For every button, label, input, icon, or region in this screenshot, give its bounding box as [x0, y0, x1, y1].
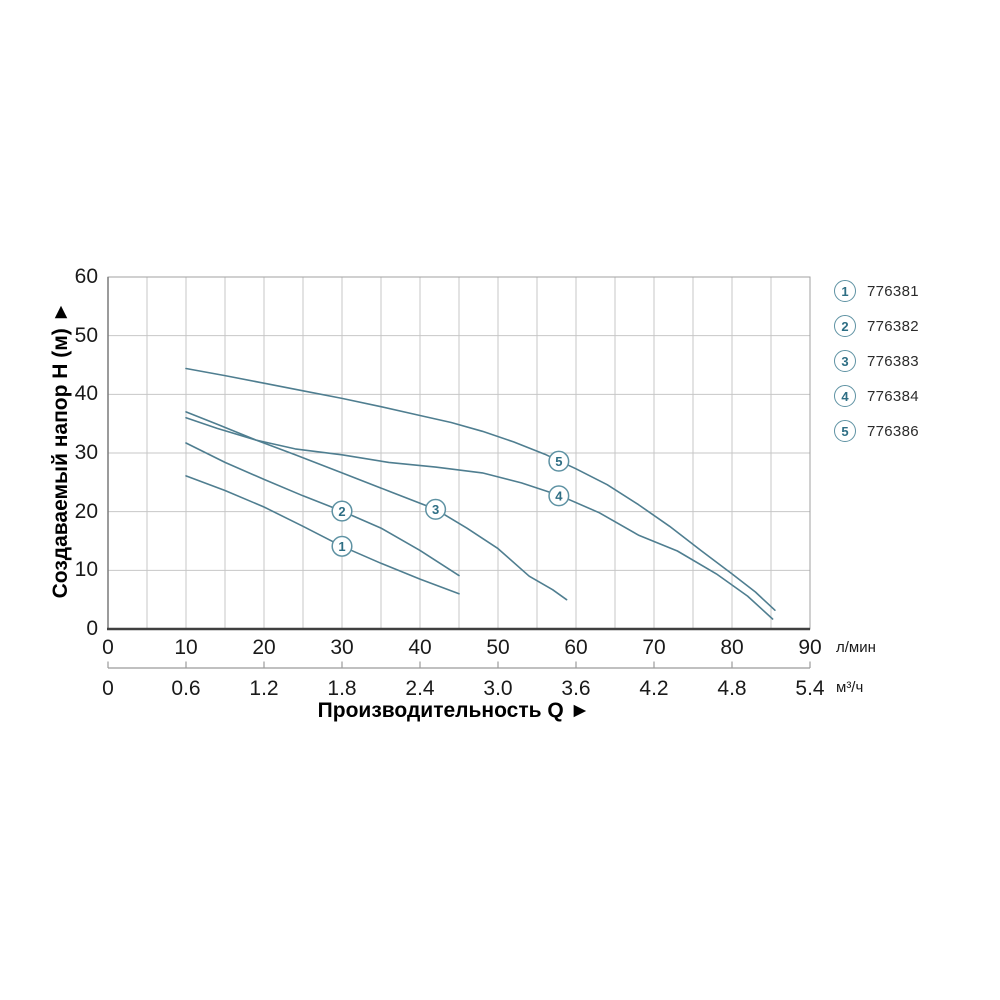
y-tick-0: 0 [86, 617, 98, 640]
y-axis-title: Создаваемый напор H (м) ► [49, 301, 72, 599]
y-tick-30: 30 [74, 441, 98, 464]
y-tick-20: 20 [74, 499, 98, 523]
curve-label-number-2: 2 [338, 504, 345, 519]
curve-776381 [185, 475, 460, 595]
x-axis-unit-lmin: л/мин [836, 639, 876, 656]
y-tick-40: 40 [74, 382, 98, 406]
legend-number-badge-1: 1 [834, 280, 856, 302]
curve-776382 [185, 442, 460, 577]
curve-label-circle-3 [425, 498, 447, 520]
legend-code-776386: 776386 [867, 422, 919, 440]
x-tick-lmin-70: 70 [642, 636, 666, 659]
x-tick-lmin-20: 20 [252, 636, 276, 659]
x-tick-m3h-0: 0 [102, 677, 114, 700]
x-tick-m3h-1.2: 1.2 [249, 677, 279, 700]
curve-label-number-5: 5 [555, 454, 562, 469]
x-tick-m3h-1.8: 1.8 [327, 677, 357, 700]
legend-number-badge-2: 2 [834, 315, 856, 337]
x-tick-lmin-40: 40 [408, 636, 432, 659]
x-tick-m3h-2.4: 2.4 [405, 677, 435, 700]
legend-item-776382: 2 776382 [834, 314, 919, 338]
x-tick-lmin-50: 50 [486, 636, 510, 659]
x-tick-m3h-4.2: 4.2 [639, 677, 669, 700]
y-tick-10: 10 [74, 558, 98, 582]
curve-label-circle-4 [548, 485, 570, 507]
curve-label-circle-5 [548, 450, 570, 472]
legend-code-776382: 776382 [867, 317, 919, 335]
x-tick-lmin-80: 80 [720, 636, 744, 659]
x-tick-m3h-0.6: 0.6 [171, 677, 201, 700]
x-tick-m3h-5.4: 5.4 [795, 677, 825, 700]
legend-number-badge-5: 5 [834, 420, 856, 442]
legend-number-badge-3: 3 [834, 350, 856, 372]
legend-item-776383: 3 776383 [834, 349, 919, 373]
curve-776386 [185, 367, 776, 611]
x-tick-lmin-90: 90 [798, 636, 822, 659]
x-tick-m3h-3.6: 3.6 [561, 677, 591, 700]
x-tick-lmin-30: 30 [330, 636, 354, 659]
legend-item-776386: 5 776386 [834, 419, 919, 443]
x-tick-m3h-4.8: 4.8 [717, 677, 747, 700]
curve-776384 [185, 417, 774, 620]
legend-number-badge-4: 4 [834, 385, 856, 407]
curve-label-circle-1 [331, 535, 353, 557]
x-tick-lmin-60: 60 [564, 636, 588, 659]
y-tick-50: 50 [74, 323, 98, 347]
legend-code-776383: 776383 [867, 352, 919, 370]
legend-code-776384: 776384 [867, 387, 919, 405]
x-tick-lmin-0: 0 [102, 636, 114, 659]
x-axis-title: Производительность Q ► [317, 699, 591, 722]
x-tick-lmin-10: 10 [174, 636, 198, 659]
curve-label-circle-2 [331, 500, 353, 522]
curve-label-number-3: 3 [432, 502, 439, 517]
legend-item-776384: 4 776384 [834, 384, 919, 408]
y-tick-60: 60 [74, 265, 98, 288]
legend-item-776381: 1 776381 [834, 279, 919, 303]
curve-label-number-1: 1 [338, 539, 345, 554]
x-tick-m3h-3.0: 3.0 [483, 677, 513, 700]
x-axis-unit-m3h: м³/ч [836, 679, 864, 696]
legend-code-776381: 776381 [867, 282, 919, 300]
curve-label-number-4: 4 [555, 489, 563, 504]
